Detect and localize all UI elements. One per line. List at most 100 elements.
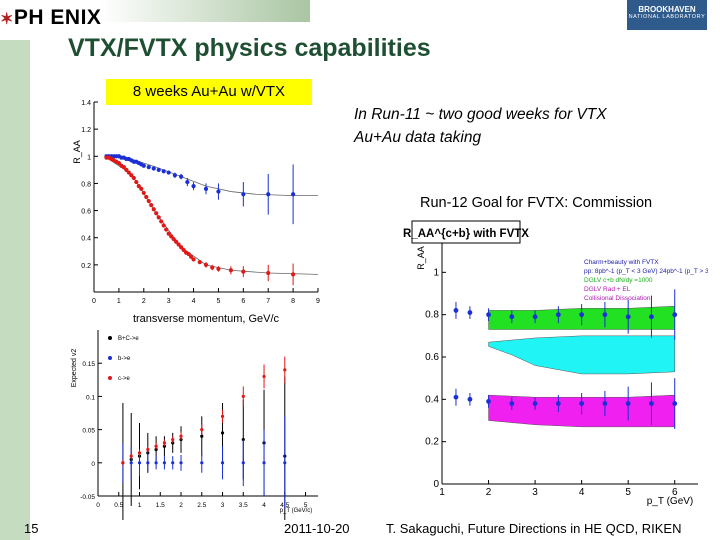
y-tick-label: 0.05 xyxy=(82,428,95,435)
data-point xyxy=(176,242,181,247)
x-tick-label: 1 xyxy=(117,298,121,305)
x-tick-label: 2 xyxy=(179,502,183,509)
data-point xyxy=(602,312,608,318)
data-point xyxy=(149,203,154,208)
data-point xyxy=(509,314,515,320)
run11-line-2: Au+Au data taking xyxy=(354,129,482,146)
data-point xyxy=(509,401,515,406)
x-tick-label: 5 xyxy=(625,487,631,498)
left-accent-bar xyxy=(0,40,30,540)
data-point xyxy=(532,314,538,320)
data-point xyxy=(262,374,266,379)
data-point xyxy=(216,189,221,194)
x-tick-label: 1 xyxy=(138,502,142,509)
data-point xyxy=(162,461,167,465)
data-point xyxy=(159,219,164,224)
x-axis-label: p_T (GeV) xyxy=(647,496,694,507)
x-tick-label: 2.5 xyxy=(197,502,206,509)
x-tick-label: 3 xyxy=(532,487,538,498)
plot-label: 8 weeks Au+Au w/VTX xyxy=(106,79,312,105)
data-point xyxy=(146,165,151,170)
data-point xyxy=(124,167,129,172)
data-point xyxy=(602,401,608,406)
x-tick-label: 8 xyxy=(291,298,295,305)
data-point xyxy=(146,198,151,204)
data-point xyxy=(555,401,561,406)
x-tick-label: 0 xyxy=(96,502,100,509)
y-axis-label: R_AA xyxy=(72,140,82,164)
data-point xyxy=(220,414,225,418)
y-axis-label: Expected v2 xyxy=(71,349,78,388)
data-point xyxy=(179,461,183,465)
data-point xyxy=(139,186,144,191)
data-point xyxy=(141,190,146,196)
x-tick-label: 3 xyxy=(221,502,225,509)
data-point xyxy=(283,461,287,465)
data-point xyxy=(151,166,156,171)
x-tick-label: 3.5 xyxy=(239,502,248,509)
data-point xyxy=(131,175,136,181)
slide-date: 2011-10-20 xyxy=(284,521,350,536)
data-point xyxy=(156,215,161,220)
legend-entry: Charm+beauty with FVTX xyxy=(584,259,659,266)
data-point xyxy=(266,192,271,197)
data-point xyxy=(625,401,631,406)
legend-entry: c->e xyxy=(118,376,131,382)
legend-marker xyxy=(108,336,112,340)
run11-line-1: In Run-11 ~ two good weeks for VTX xyxy=(354,106,607,123)
v2-chart-group: 00.511.522.533.544.55-0.0500.050.10.15p_… xyxy=(71,330,318,520)
data-point xyxy=(672,401,678,406)
bnl-logo-bottom: NATIONAL LABORATORY xyxy=(628,14,706,20)
legend-entry: DGLV Rad + EL xyxy=(584,286,631,293)
data-point xyxy=(179,434,183,438)
data-point xyxy=(154,447,158,452)
phenix-logo: ✶PH ENIX xyxy=(0,6,101,30)
slide-number: 15 xyxy=(24,521,39,536)
legend-entry: Collisional Dissociation xyxy=(584,295,651,302)
y-tick-label: 0.2 xyxy=(81,263,91,270)
data-point xyxy=(625,314,631,320)
data-point xyxy=(144,194,149,200)
data-point xyxy=(220,461,225,465)
fvtx-title: R_AA^{c+b} with FVTX xyxy=(403,228,529,240)
data-point xyxy=(137,451,142,455)
data-point xyxy=(185,179,190,185)
data-point xyxy=(262,461,266,465)
data-point xyxy=(216,266,221,272)
y-tick-label: 0.8 xyxy=(81,181,91,188)
fvtx-title-box xyxy=(411,220,521,244)
data-point xyxy=(532,401,538,406)
data-point xyxy=(203,262,209,267)
data-point xyxy=(162,441,167,445)
data-point xyxy=(291,272,296,277)
data-point xyxy=(154,211,159,216)
x-tick-label: 1 xyxy=(439,487,445,498)
data-point xyxy=(129,461,133,465)
x-tick-label: 0.5 xyxy=(114,502,123,509)
run12-note: Run-12 Goal for FVTX: Commission xyxy=(420,195,653,211)
data-point xyxy=(486,399,491,404)
data-point xyxy=(116,160,121,166)
data-point xyxy=(186,251,191,257)
data-point xyxy=(649,401,654,406)
slide-title: VTX/FVTX physics capabilities xyxy=(68,34,431,62)
data-point xyxy=(241,394,245,398)
x-tick-label: 2 xyxy=(142,298,146,305)
legend-entry: b->e xyxy=(118,356,131,362)
data-point xyxy=(197,260,202,265)
data-point xyxy=(672,312,678,318)
legend-entry: B+C->e xyxy=(118,336,139,342)
header-gradient xyxy=(100,0,310,22)
data-point xyxy=(161,223,166,228)
legend-entry: pp: 8pb^-1 (p_T < 3 GeV) 24pb^-1 (p_T > … xyxy=(584,268,708,275)
data-point xyxy=(181,247,186,253)
data-point xyxy=(121,461,125,465)
data-point xyxy=(166,231,171,236)
data-point xyxy=(200,434,204,438)
data-point xyxy=(188,254,194,259)
data-point xyxy=(171,441,175,445)
data-point xyxy=(129,454,133,458)
data-point xyxy=(220,431,225,435)
y-tick-label: 0.15 xyxy=(82,361,95,368)
